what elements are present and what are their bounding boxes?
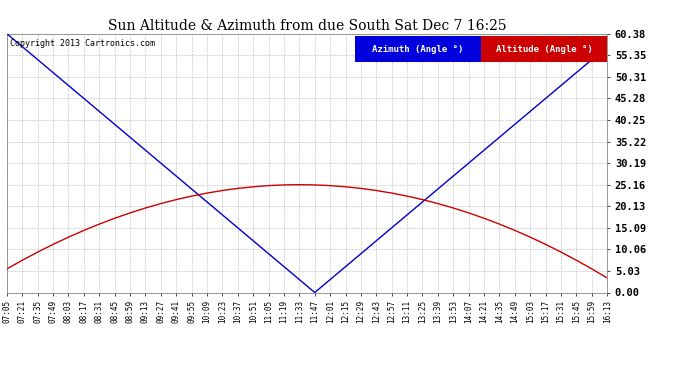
Title: Sun Altitude & Azimuth from due South Sat Dec 7 16:25: Sun Altitude & Azimuth from due South Sa… bbox=[108, 19, 506, 33]
Text: Copyright 2013 Cartronics.com: Copyright 2013 Cartronics.com bbox=[10, 39, 155, 48]
Text: Altitude (Angle °): Altitude (Angle °) bbox=[496, 45, 593, 54]
FancyBboxPatch shape bbox=[355, 36, 481, 62]
Text: Azimuth (Angle °): Azimuth (Angle °) bbox=[373, 45, 464, 54]
FancyBboxPatch shape bbox=[481, 36, 607, 62]
